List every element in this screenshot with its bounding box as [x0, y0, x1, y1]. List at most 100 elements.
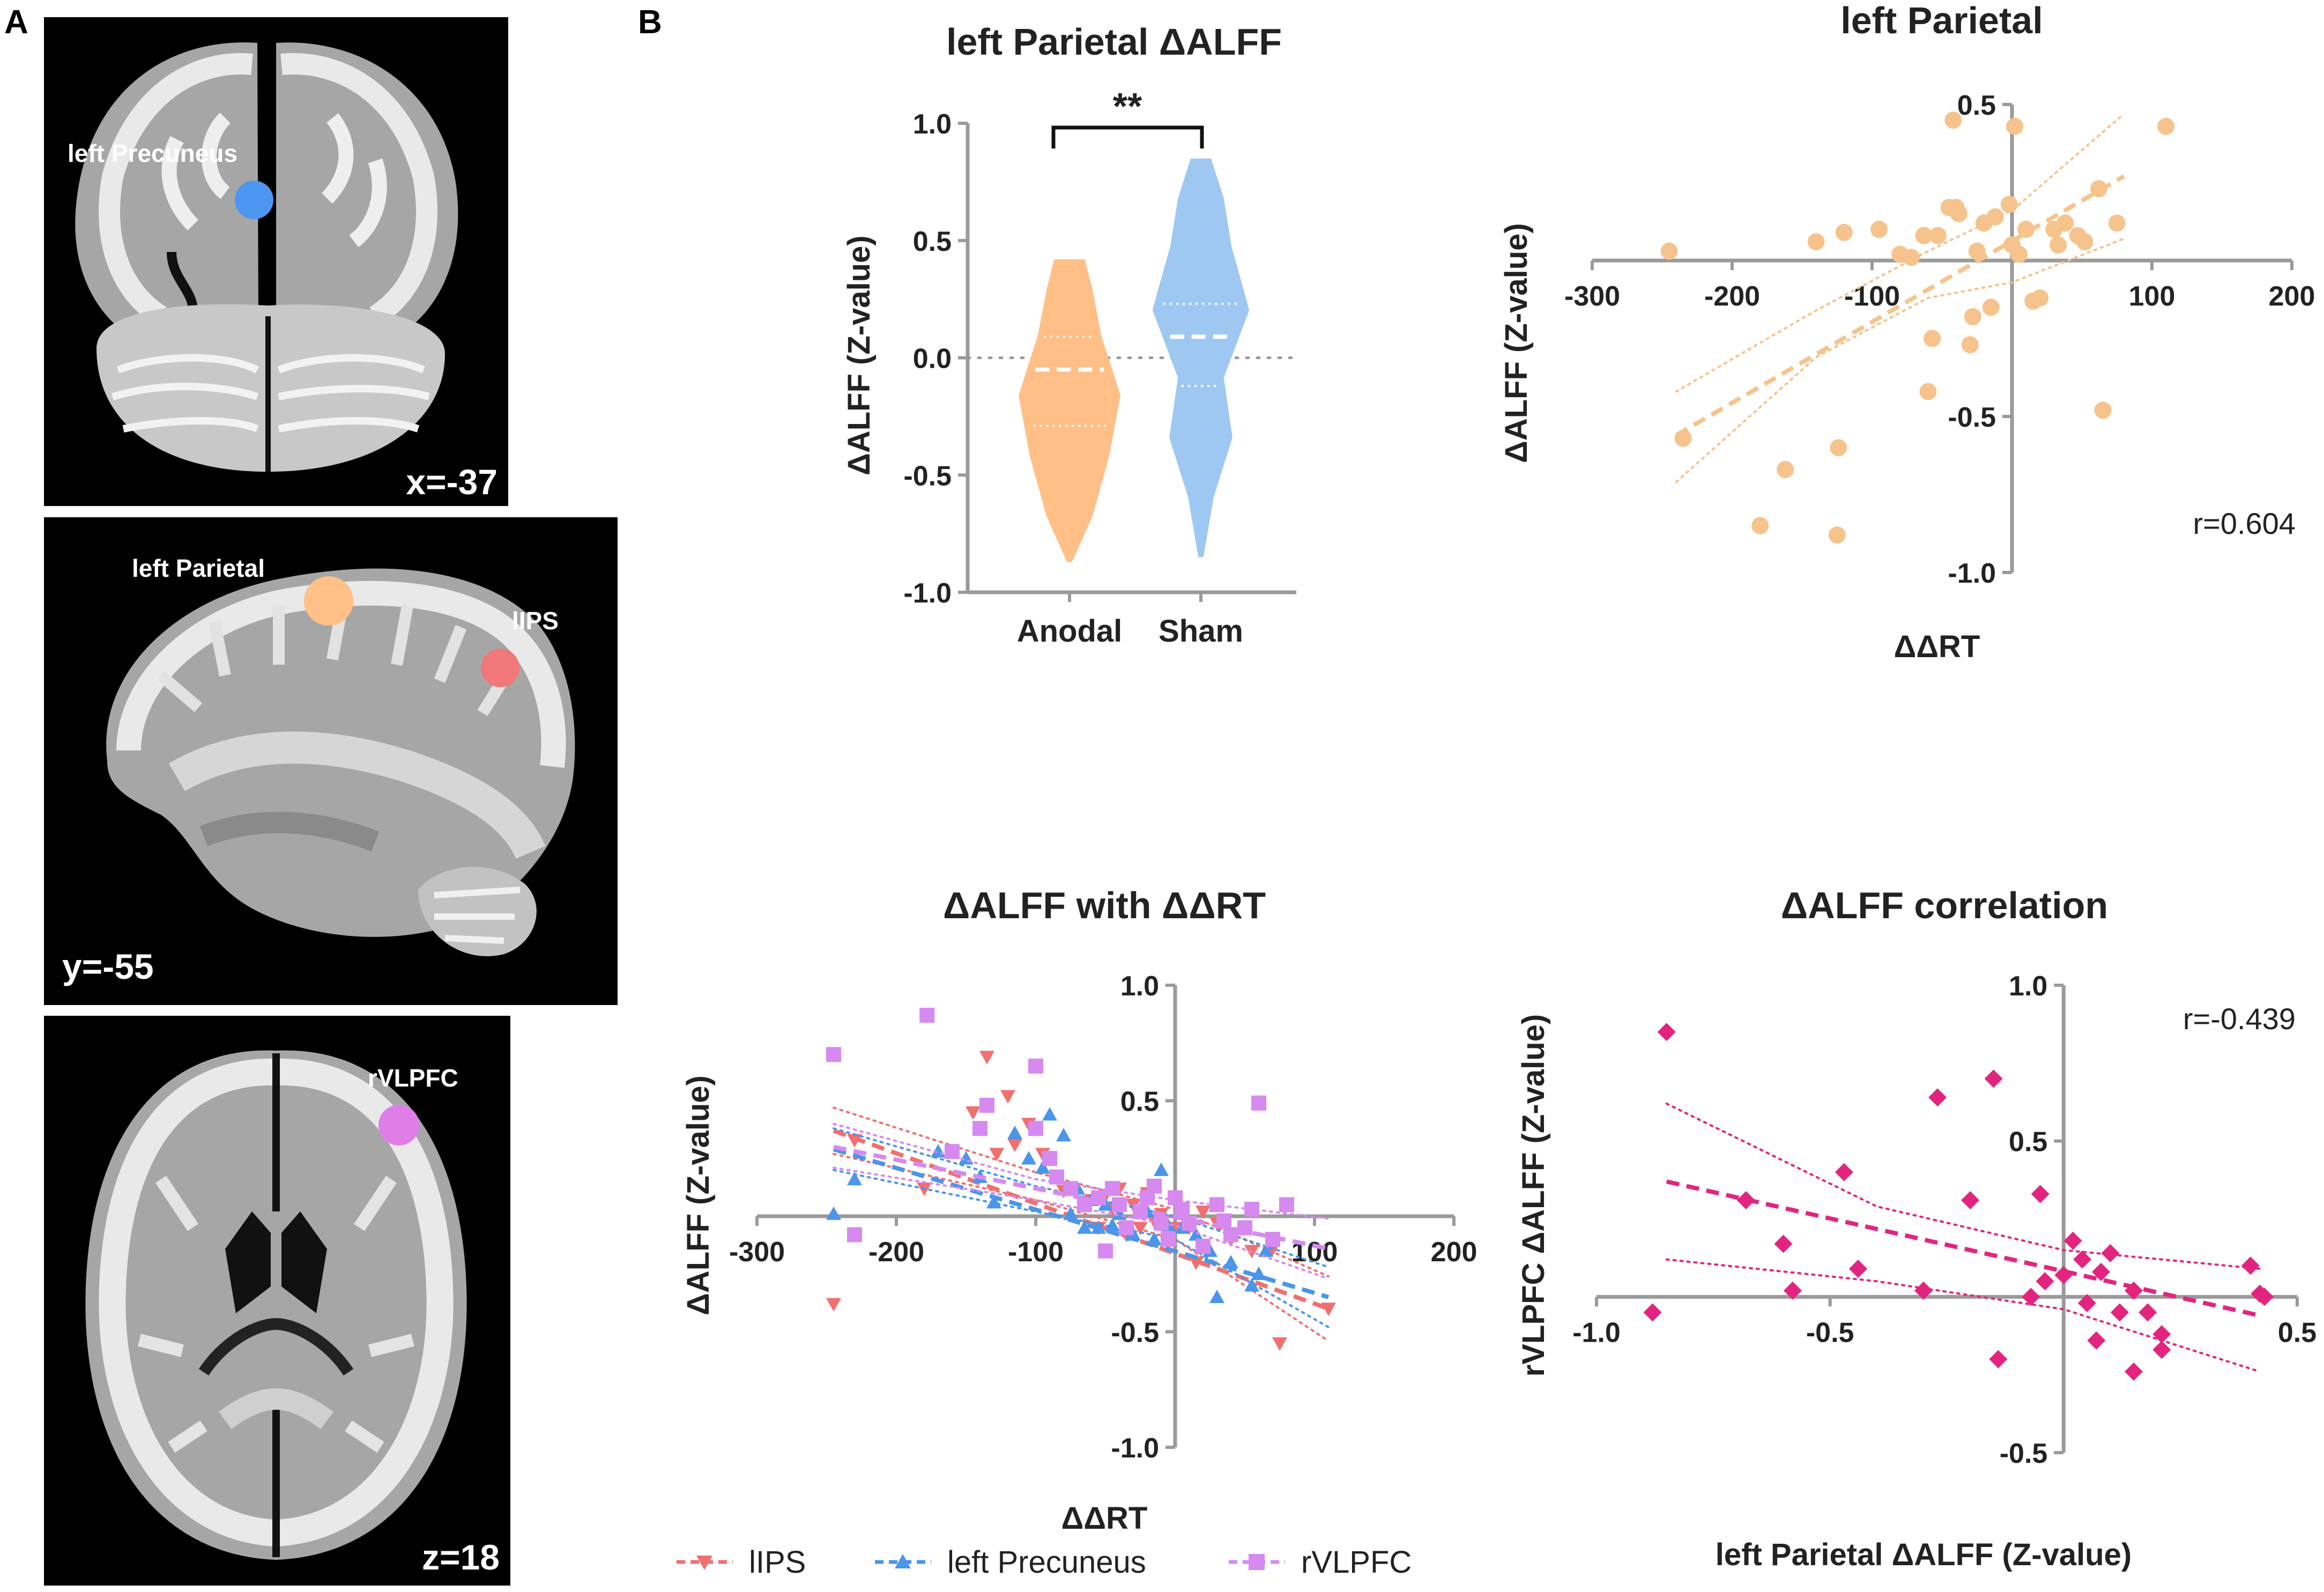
data-point: [2031, 1185, 2050, 1203]
coord-label-z: z=18: [422, 1537, 500, 1577]
data-point: [1209, 1289, 1224, 1304]
panel-a: A left Precuneus x=-37: [4, 4, 618, 1586]
fit-line: [833, 1147, 1330, 1299]
data-point: [2152, 1341, 2171, 1359]
fit-line: [833, 1128, 1330, 1311]
data-point: [1751, 517, 1769, 534]
data-point: [1279, 1197, 1294, 1212]
roi-left-parietal: left Parietal: [132, 554, 353, 626]
data-point: [1098, 1243, 1113, 1259]
data-point: [1000, 1090, 1015, 1104]
y-tick-label: 1.0: [2009, 971, 2047, 1002]
fit-line: [833, 1144, 1329, 1251]
data-point: [1783, 1281, 1802, 1300]
roi-label-lips: lIPS: [512, 607, 559, 635]
data-point: [1919, 383, 1937, 400]
data-point: [1042, 1151, 1057, 1166]
ci-lower-line: [1675, 237, 2125, 483]
x-tick-label: 0.5: [2278, 1317, 2316, 1348]
series-data: [1643, 1023, 2274, 1381]
ci-upper-line: [1675, 113, 2125, 393]
y-tick-label: -0.5: [1111, 1318, 1159, 1349]
roi-dot-rvlpfc: [378, 1105, 419, 1145]
data-point: [1968, 242, 1986, 260]
x-tick-label: -200: [868, 1237, 924, 1268]
brain-slice-2-image: [106, 568, 575, 956]
panel-label-b: B: [638, 4, 662, 41]
data-point: [1189, 1256, 1204, 1270]
data-point: [1984, 1069, 2003, 1088]
coord-label-x: x=-37: [406, 462, 498, 502]
data-point: [989, 1148, 1005, 1162]
legend-label: left Precuneus: [947, 1545, 1146, 1580]
data-point: [1660, 242, 1678, 260]
data-point: [1028, 1121, 1043, 1136]
data-point: [2139, 1303, 2157, 1322]
data-point: [986, 1195, 1001, 1209]
data-point: [1077, 1220, 1092, 1234]
x-tick-label: -200: [1704, 281, 1760, 312]
brain-slice-1-image: [75, 42, 458, 472]
data-point: [1986, 208, 2004, 226]
fit-line: [1675, 174, 2125, 437]
y-axis-label: rVLPFC ΔALFF (Z-value): [1516, 1014, 1551, 1377]
group-label: Sham: [1159, 614, 1243, 649]
data-point: [1870, 220, 1888, 238]
brain-slice-3-image: [85, 1050, 467, 1560]
y-tick-label: -0.5: [2000, 1438, 2048, 1469]
data-point: [2022, 1288, 2040, 1306]
legend-marker: [696, 1556, 712, 1570]
r-annotation: r=0.604: [2193, 507, 2296, 540]
bracket-line: [1051, 125, 1204, 148]
ci-upper-line: [833, 1106, 1330, 1278]
violin-sham: [1152, 158, 1250, 557]
data-point: [1828, 526, 1846, 544]
ci-lower-line: [833, 1166, 1330, 1280]
data-point: [1161, 1232, 1176, 1247]
group-labels: Anodal Sham: [1017, 614, 1243, 649]
x-axis-label: ΔΔRT: [1061, 1501, 1148, 1536]
data-point: [931, 1144, 946, 1158]
data-point: [1643, 1303, 1662, 1322]
data-point: [1175, 1202, 1190, 1217]
data-point: [847, 1172, 862, 1186]
significance-stars: **: [1113, 85, 1142, 127]
data-point: [1028, 1058, 1043, 1074]
series-rvlpfc: [826, 1008, 1330, 1280]
group-label: Anodal: [1017, 614, 1123, 649]
data-point: [1982, 299, 2000, 316]
data-point: [1056, 1128, 1071, 1142]
roi-label-rvlpfc: rVLPFC: [368, 1064, 458, 1092]
violin-body: [1152, 158, 1250, 557]
y-tick-label: 1.0: [913, 109, 952, 140]
data-point: [2063, 1231, 2082, 1250]
data-point: [2125, 1362, 2143, 1381]
x-axis-label: ΔΔRT: [1894, 629, 1980, 664]
x-tick-label: -0.5: [1806, 1317, 1854, 1348]
data-point: [1944, 111, 1962, 129]
roi-dot-lips: [481, 649, 519, 687]
significance-bracket: **: [1051, 85, 1204, 148]
roi-rvlpfc: rVLPFC: [368, 1064, 458, 1145]
data-point: [2017, 220, 2035, 238]
data-point: [2010, 246, 2028, 263]
y-tick-label: 0.0: [913, 344, 952, 375]
legend-label: rVLPFC: [1301, 1545, 1412, 1580]
x-tick-label: 100: [2129, 281, 2175, 312]
legend-item-rvlpfc: rVLPFC: [1229, 1545, 1412, 1580]
data-point: [1007, 1125, 1022, 1140]
data-point: [966, 1106, 981, 1120]
data-point: [1272, 1337, 1287, 1351]
data-point: [2241, 1256, 2260, 1275]
chart-title: left Parietal: [1840, 0, 2043, 41]
data-point: [2255, 1288, 2274, 1306]
data-point: [826, 1298, 841, 1312]
data-point: [1835, 1163, 1853, 1181]
data-point: [1147, 1178, 1162, 1194]
data-point: [1196, 1239, 1211, 1254]
chart-title: left Parietal ΔALFF: [946, 21, 1282, 63]
data-point: [1133, 1222, 1148, 1236]
data-point: [2076, 233, 2093, 251]
data-point: [1154, 1162, 1169, 1176]
